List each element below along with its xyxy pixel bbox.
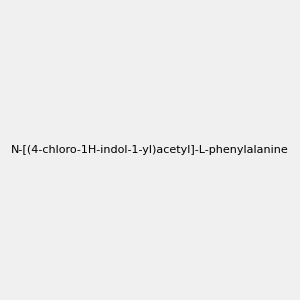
Text: N-[(4-chloro-1H-indol-1-yl)acetyl]-L-phenylalanine: N-[(4-chloro-1H-indol-1-yl)acetyl]-L-phe… <box>11 145 289 155</box>
